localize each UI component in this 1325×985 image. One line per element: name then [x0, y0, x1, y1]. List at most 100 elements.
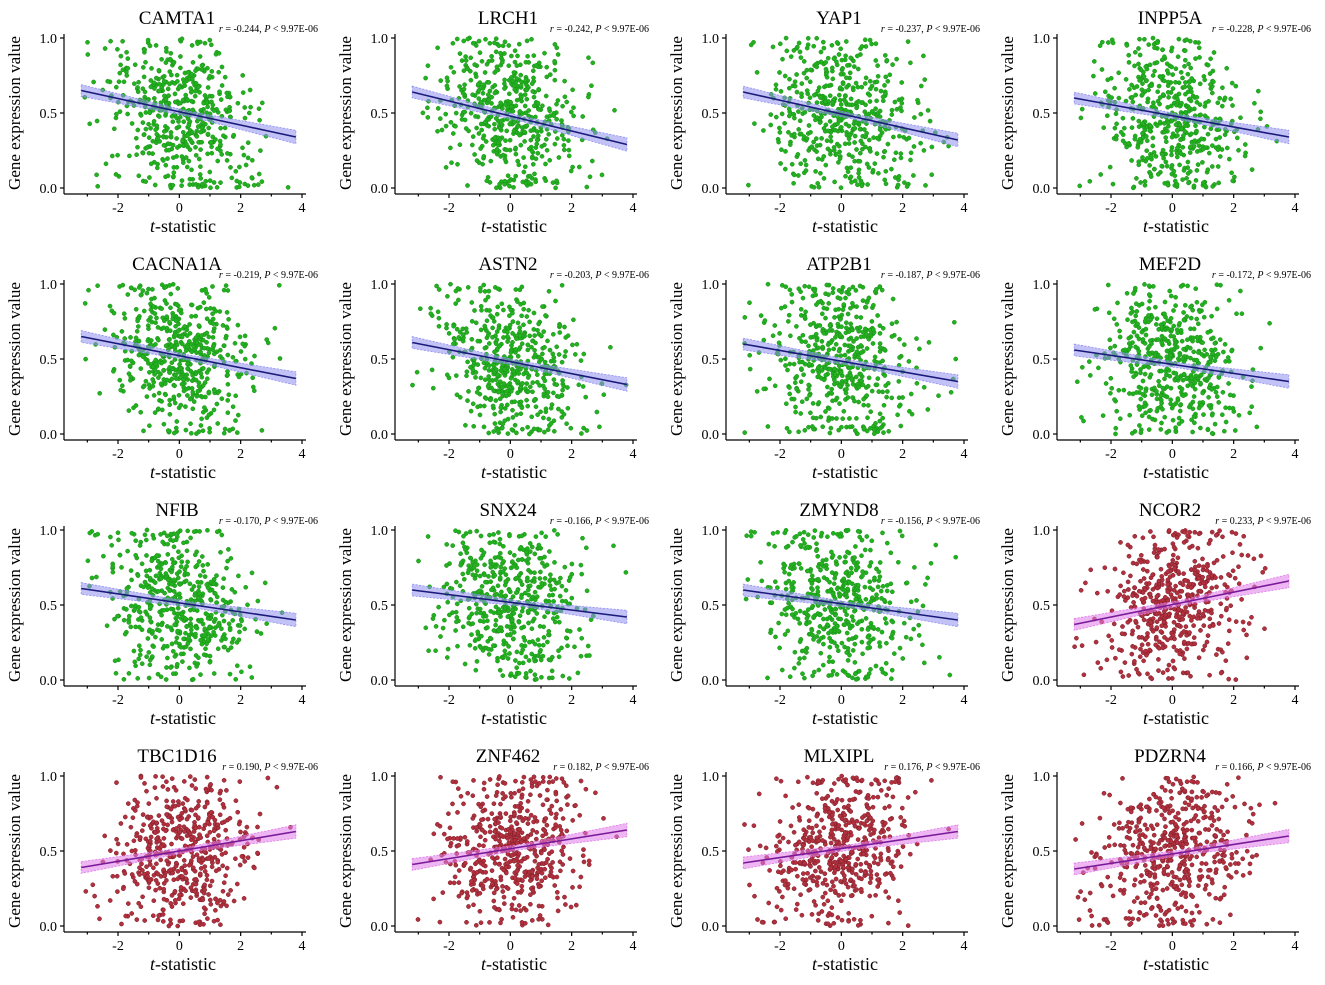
data-point [219, 626, 224, 632]
data-point [525, 53, 530, 59]
data-point [170, 648, 176, 654]
data-point [1079, 106, 1085, 112]
scatter-panel-astn2: 0.0 0.5 1.0 -2 0 2 4 ASTN2 r = -0.203, P < 9.97E… [331, 246, 662, 492]
data-point [1150, 73, 1156, 78]
data-point [445, 78, 450, 84]
data-point [89, 575, 95, 581]
data-point [547, 72, 553, 77]
data-point [210, 311, 215, 317]
data-point [1165, 182, 1171, 188]
data-point [502, 181, 507, 187]
data-point [891, 157, 897, 163]
data-point [450, 131, 456, 136]
data-point [554, 178, 559, 184]
data-point [579, 431, 584, 436]
data-point [505, 416, 511, 422]
data-point [788, 54, 794, 59]
data-point [429, 367, 435, 373]
data-point [144, 527, 150, 533]
data-point [1174, 127, 1180, 133]
panel-title: CAMTA1 [139, 8, 216, 29]
data-point [156, 563, 162, 569]
data-point [186, 635, 191, 641]
data-point [187, 176, 193, 182]
data-point [285, 185, 291, 190]
data-point [110, 569, 116, 575]
data-point [486, 574, 491, 579]
data-point [125, 548, 130, 554]
data-point [1149, 392, 1155, 398]
data-point [1188, 65, 1194, 71]
data-point [1182, 129, 1188, 134]
data-point [856, 98, 861, 104]
data-point [794, 72, 799, 77]
data-point [133, 135, 139, 141]
data-point [819, 311, 825, 317]
data-point [120, 38, 125, 44]
data-point [1159, 420, 1164, 426]
data-point [1185, 283, 1190, 289]
data-point [1142, 371, 1148, 377]
data-point [163, 677, 169, 682]
data-point [211, 343, 216, 349]
data-point [498, 409, 503, 415]
data-point [874, 79, 880, 85]
data-point [807, 95, 813, 101]
data-point [572, 352, 578, 357]
data-point [185, 97, 191, 103]
data-point [186, 123, 192, 128]
data-point [518, 83, 524, 89]
data-point [1175, 375, 1180, 380]
regression-line [81, 587, 296, 621]
data-point [1110, 181, 1116, 187]
x-tick-label: 0 [1169, 201, 1176, 216]
data-point [205, 65, 210, 71]
data-point [169, 641, 175, 647]
data-point [526, 389, 531, 394]
data-point [529, 651, 535, 657]
data-point [523, 59, 529, 65]
data-point [513, 145, 518, 151]
data-point [846, 141, 852, 146]
data-point [214, 529, 220, 535]
scatter-panel-nfib: 0.0 0.5 1.0 -2 0 2 4 NFIB r = -0.170, P < 9.97E-… [0, 492, 331, 738]
data-point [846, 329, 852, 334]
data-point [534, 137, 540, 143]
data-point [501, 335, 506, 340]
data-point [796, 429, 801, 435]
data-point [887, 72, 893, 78]
data-point [148, 125, 153, 131]
data-point [1234, 135, 1240, 141]
data-point [174, 661, 180, 667]
data-point [167, 69, 173, 74]
data-point [524, 381, 530, 386]
data-point [464, 369, 470, 375]
data-point [505, 329, 510, 335]
data-point [854, 314, 859, 320]
data-point [813, 331, 819, 337]
data-point [1188, 98, 1194, 104]
data-point [181, 377, 187, 382]
data-point [490, 334, 495, 340]
data-point [1205, 330, 1211, 335]
data-point [862, 127, 867, 132]
data-point [837, 332, 843, 338]
data-point [1158, 393, 1164, 399]
data-point [845, 375, 851, 381]
data-point [864, 428, 870, 434]
data-point [217, 347, 223, 353]
data-point [1182, 302, 1188, 308]
data-point [1184, 314, 1190, 319]
data-point [1092, 307, 1098, 312]
data-point [1154, 316, 1160, 322]
data-point [135, 144, 140, 150]
data-point [211, 671, 217, 676]
data-point [897, 133, 902, 139]
data-point [247, 87, 253, 93]
data-point [240, 145, 245, 151]
data-point [901, 342, 907, 347]
data-point [504, 147, 509, 153]
data-point [787, 361, 793, 367]
data-point [871, 327, 876, 332]
